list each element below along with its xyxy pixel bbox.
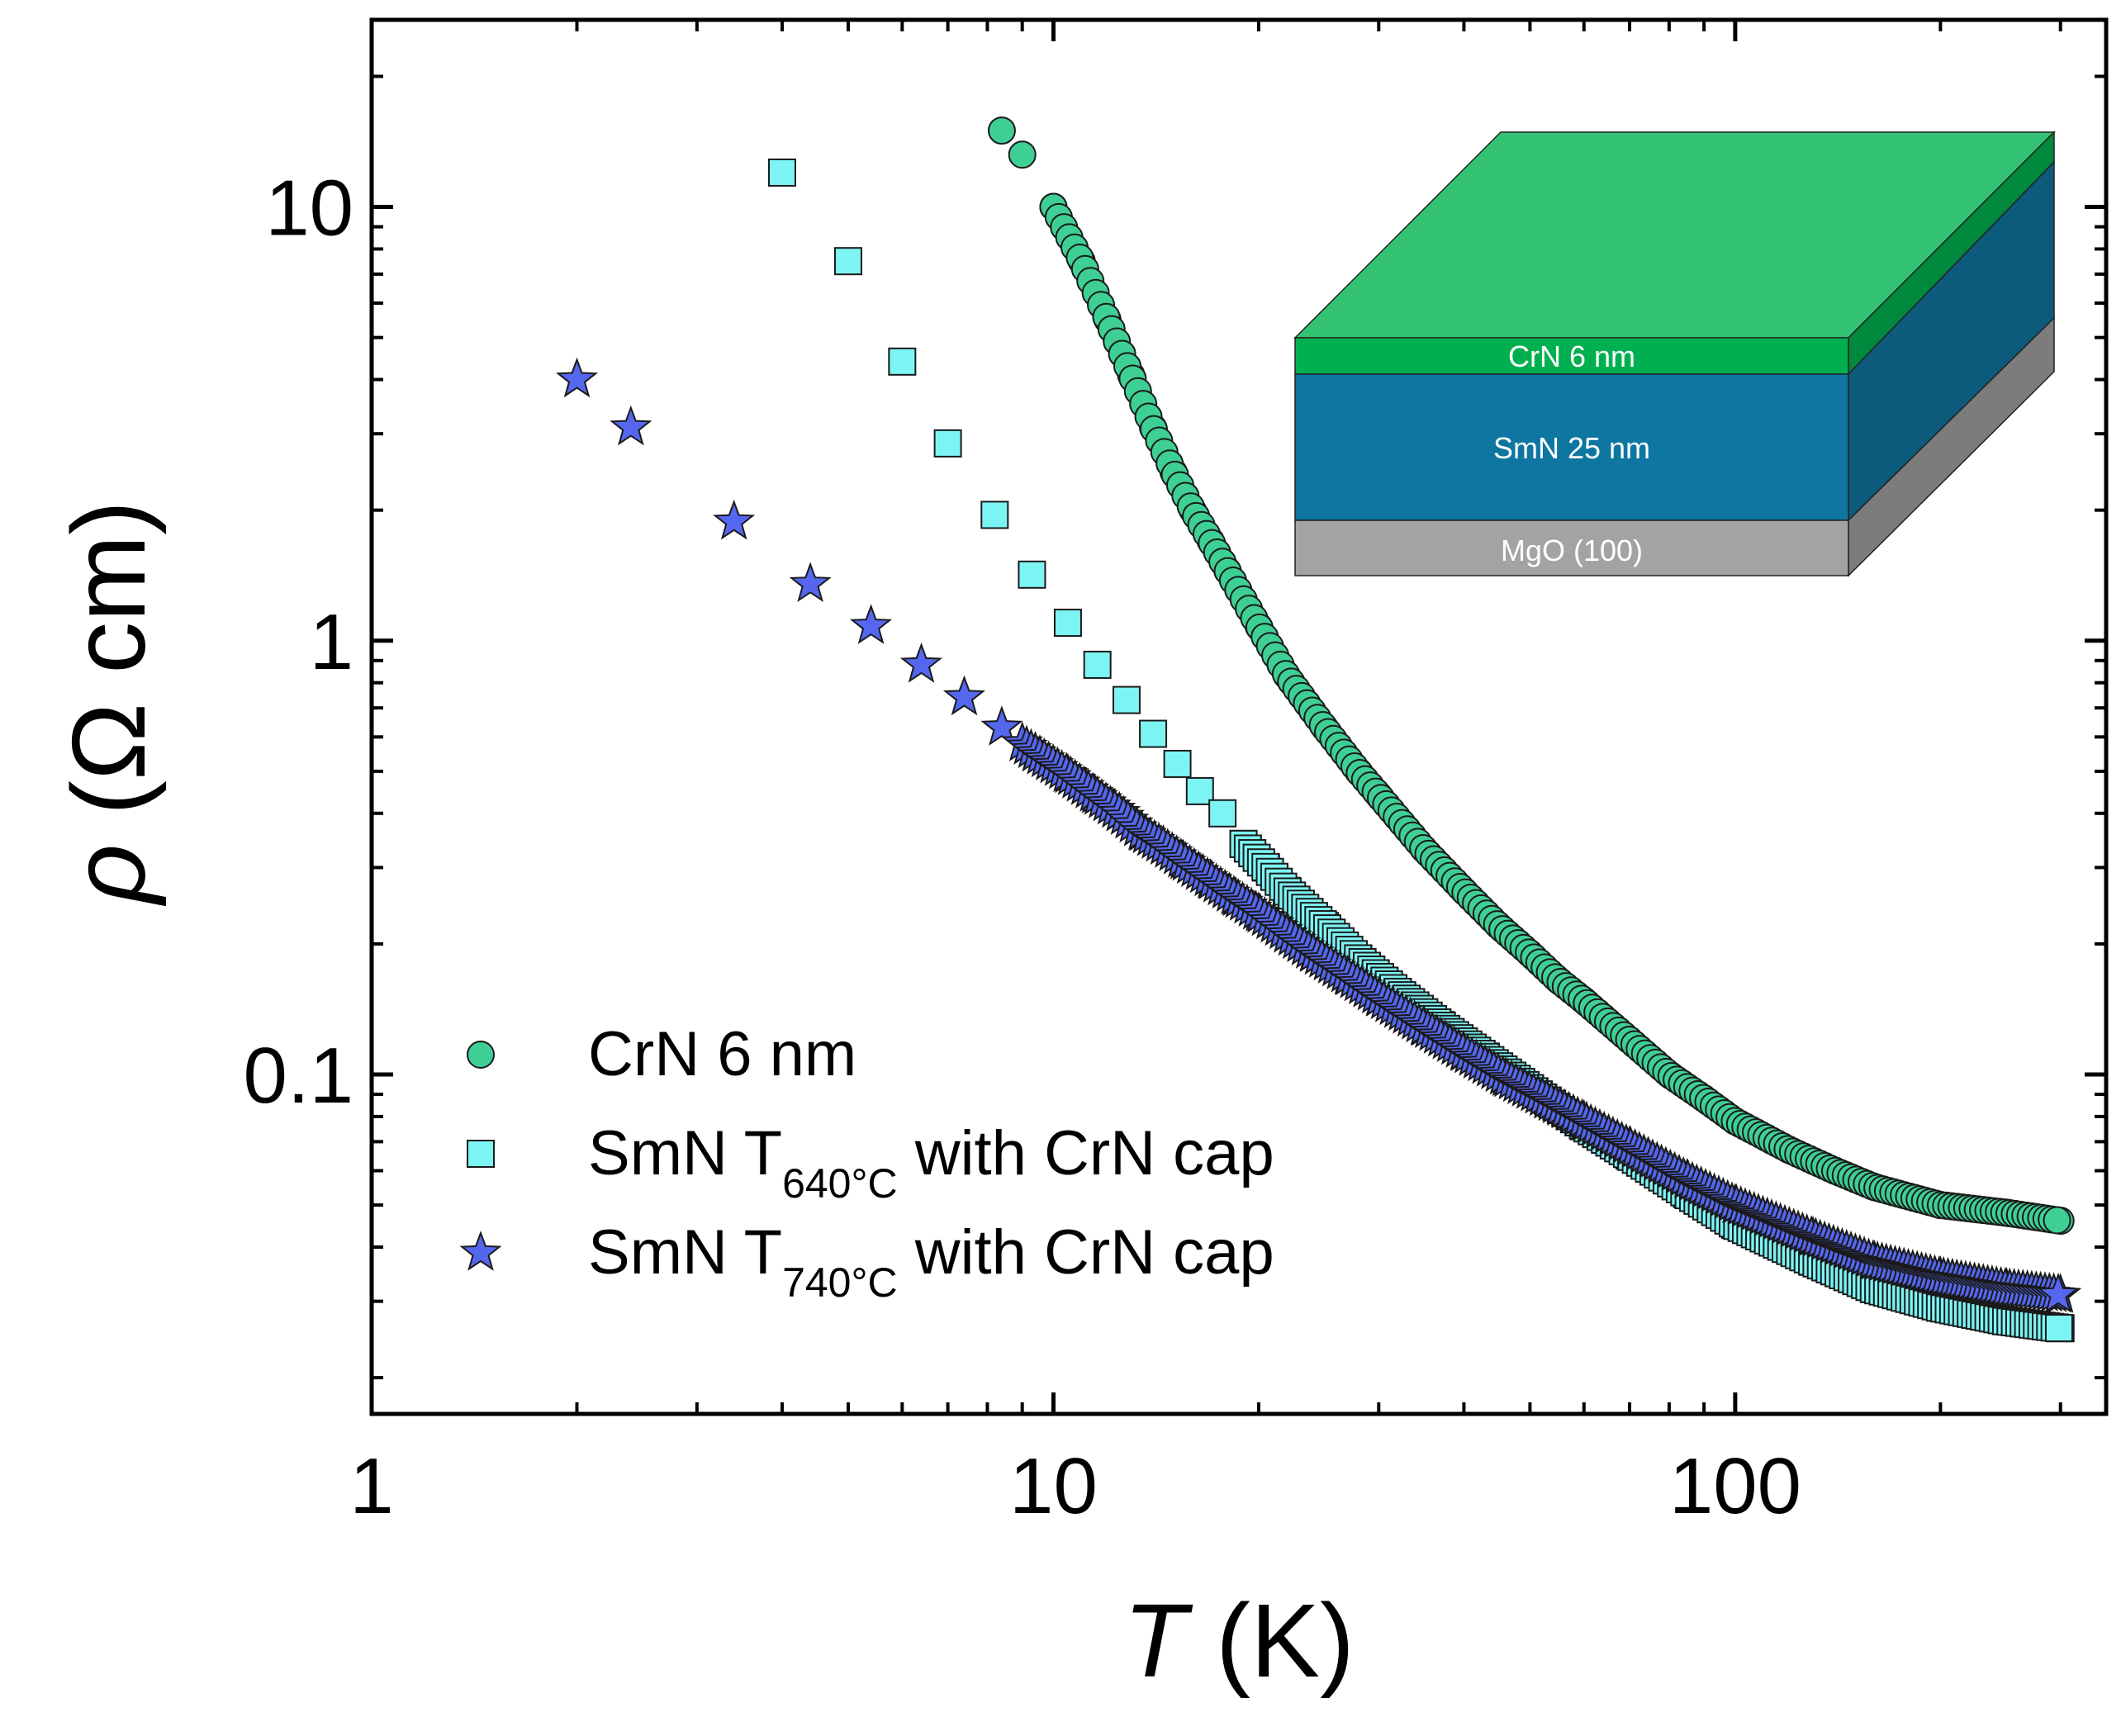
legend-label-smn640-suffix: with CrN cap — [898, 1118, 1274, 1188]
data-point-crn — [987, 116, 1016, 145]
tick-labels: 1 10 100 0.1 1 10 — [244, 164, 1801, 1530]
data-point-smn640 — [980, 500, 1009, 529]
inset-crn-front — [1294, 337, 1849, 375]
data-point-crn — [2043, 1206, 2071, 1235]
data-point-smn740 — [610, 405, 652, 446]
legend-label-smn640-name: SmN T — [588, 1118, 782, 1188]
legend-label-smn640-sub: 640°C — [782, 1160, 898, 1207]
series-crn — [987, 116, 2075, 1236]
x-axis-title: T (K) — [1123, 1582, 1355, 1699]
legend-symbol-crn — [467, 1041, 495, 1069]
inset-smn-front — [1294, 373, 1849, 521]
inset-mgo-front — [1294, 519, 1849, 576]
data-point-smn740 — [980, 705, 1023, 746]
data-point-smn640 — [1112, 685, 1141, 714]
data-point-smn640 — [933, 429, 962, 458]
data-point-smn740 — [789, 562, 832, 603]
x-tick-label-10: 10 — [1009, 1442, 1098, 1530]
data-point-crn — [1008, 140, 1037, 169]
legend: CrN 6 nm SmN T640°C with CrN cap SmN T74… — [459, 1019, 1274, 1306]
legend-marker-smn740 — [459, 1231, 502, 1271]
layer-stack-inset: CrN 6 nm SmN 25 nm MgO (100) — [1293, 130, 2056, 577]
legend-label-smn740-suffix: with CrN cap — [898, 1217, 1274, 1288]
x-tick-label-100: 100 — [1669, 1442, 1801, 1530]
data-point-smn640 — [1018, 560, 1046, 589]
data-point-smn640 — [2044, 1314, 2073, 1343]
x-tick-label-1: 1 — [349, 1442, 393, 1530]
inset-mgo-label: MgO (100) — [1501, 534, 1643, 567]
data-point-smn640 — [767, 158, 796, 187]
data-point-smn740 — [942, 675, 986, 716]
y-axis-title: ρ (Ω cm) — [50, 500, 167, 907]
y-axis-symbol: ρ — [50, 844, 167, 907]
legend-symbol-smn640 — [467, 1140, 495, 1168]
data-point-smn640 — [888, 347, 917, 376]
inset-crn-label: CrN 6 nm — [1508, 339, 1635, 373]
plot-frame — [369, 17, 2109, 1416]
legend-marker-crn — [467, 1041, 495, 1069]
y-axis-unit: (Ω cm) — [50, 500, 167, 815]
data-point-smn740 — [713, 499, 756, 540]
inset-smn-label: SmN 25 nm — [1493, 431, 1650, 465]
data-point-smn740 — [849, 604, 893, 644]
legend-symbol-smn740 — [459, 1231, 502, 1271]
data-point-smn740 — [2037, 1272, 2080, 1313]
legend-marker-smn640 — [467, 1140, 495, 1168]
y-tick-label-10: 10 — [265, 164, 354, 253]
data-point-smn640 — [1139, 719, 1168, 748]
data-point-smn740 — [555, 357, 599, 398]
data-layer — [555, 116, 2082, 1343]
y-tick-label-1: 1 — [310, 598, 354, 686]
data-point-smn640 — [1053, 609, 1082, 638]
legend-label-crn: CrN 6 nm — [588, 1019, 856, 1089]
legend-label-smn740-sub: 740°C — [782, 1259, 898, 1306]
data-point-smn640 — [833, 247, 862, 276]
data-point-smn640 — [1083, 650, 1112, 679]
data-point-smn640 — [1208, 799, 1237, 828]
y-tick-label-0.1: 0.1 — [244, 1032, 354, 1120]
x-axis-unit: (K) — [1216, 1582, 1355, 1699]
data-point-smn740 — [899, 642, 943, 683]
legend-label-smn640: SmN T640°C with CrN cap — [588, 1118, 1274, 1207]
legend-label-smn740-name: SmN T — [588, 1217, 782, 1288]
data-point-smn640 — [1163, 749, 1192, 778]
x-axis-symbol: T — [1123, 1582, 1193, 1699]
legend-label-smn740: SmN T740°C with CrN cap — [588, 1217, 1274, 1306]
series-smn740 — [555, 357, 2082, 1313]
